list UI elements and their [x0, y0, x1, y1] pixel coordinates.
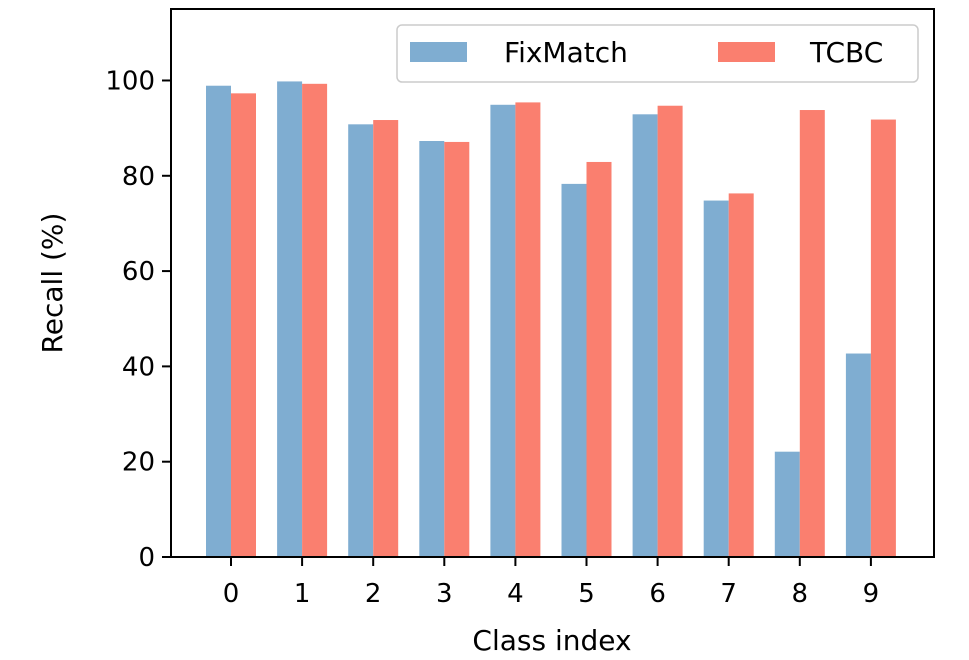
bars-group	[206, 81, 896, 558]
x-axis: 0 1 2 3 4 5 6 7 8 9	[223, 557, 879, 609]
bar-fixmatch-class-1	[277, 81, 303, 557]
legend-swatch-fixmatch	[410, 42, 467, 62]
y-tick-label-100: 100	[105, 66, 155, 96]
y-tick-label-60: 60	[122, 257, 155, 287]
legend-box	[396, 24, 919, 83]
bar-fixmatch-class-0	[206, 85, 231, 557]
bar-tcbc-class-3	[444, 141, 470, 557]
legend-swatch-tcbc	[718, 42, 775, 62]
bar-tcbc-class-9	[870, 119, 896, 558]
bar-tcbc-class-6	[657, 105, 683, 557]
y-tick-label-40: 40	[122, 352, 155, 382]
x-tick-label-4: 4	[507, 579, 524, 609]
x-tick-label-1: 1	[294, 579, 311, 609]
bar-fixmatch-class-9	[845, 353, 871, 557]
bar-fixmatch-class-6	[632, 114, 658, 557]
bar-fixmatch-class-3	[419, 140, 445, 557]
x-tick-label-7: 7	[720, 579, 737, 609]
bar-fixmatch-class-4	[490, 104, 516, 557]
bar-fixmatch-class-2	[348, 124, 374, 557]
bar-tcbc-class-0	[231, 93, 256, 557]
x-tick-label-9: 9	[863, 579, 880, 609]
x-axis-label: Class index	[472, 624, 631, 657]
x-tick-label-3: 3	[436, 579, 453, 609]
x-tick-label-8: 8	[792, 579, 809, 609]
bar-tcbc-class-8	[799, 110, 825, 557]
x-tick-label-6: 6	[649, 579, 666, 609]
y-axis-label: Recall (%)	[36, 213, 69, 354]
bar-fixmatch-class-8	[774, 451, 800, 557]
legend: FixMatch TCBC	[396, 24, 919, 83]
y-tick-label-80: 80	[122, 162, 155, 192]
bar-tcbc-class-7	[728, 193, 754, 557]
x-tick-label-0: 0	[223, 579, 240, 609]
legend-label-tcbc: TCBC	[809, 36, 883, 69]
y-axis: 0 20 40 60 80 100	[105, 66, 171, 573]
plot-frame	[170, 8, 935, 558]
bar-tcbc-class-1	[302, 83, 328, 558]
bar-tcbc-class-5	[586, 161, 612, 557]
bar-tcbc-class-4	[515, 102, 541, 558]
legend-label-fixmatch: FixMatch	[504, 36, 628, 69]
x-tick-label-2: 2	[365, 579, 382, 609]
bar-tcbc-class-2	[373, 120, 399, 557]
y-tick-label-20: 20	[122, 448, 155, 478]
y-tick-label-0: 0	[138, 543, 155, 573]
x-tick-label-5: 5	[578, 579, 595, 609]
bar-fixmatch-class-7	[703, 200, 729, 557]
bar-fixmatch-class-5	[561, 183, 587, 557]
